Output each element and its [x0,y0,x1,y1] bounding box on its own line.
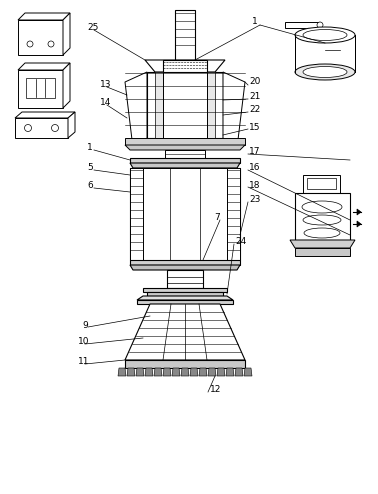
Polygon shape [125,138,245,145]
Polygon shape [207,72,215,138]
Polygon shape [15,112,75,118]
Polygon shape [190,368,198,376]
Text: 9: 9 [82,321,88,329]
Text: 14: 14 [100,98,112,108]
Polygon shape [145,60,225,72]
Polygon shape [125,360,245,368]
Text: 16: 16 [249,164,260,172]
Text: 1: 1 [252,17,258,27]
Polygon shape [181,368,189,376]
Polygon shape [226,368,234,376]
Ellipse shape [295,27,355,43]
Polygon shape [18,20,63,55]
Bar [26,78,55,98]
Bar [163,72,207,138]
Text: 18: 18 [249,180,260,190]
Polygon shape [130,168,240,260]
Ellipse shape [304,228,340,238]
Text: 10: 10 [78,337,90,346]
Text: 17: 17 [249,148,260,157]
Text: 13: 13 [100,81,112,89]
Polygon shape [130,265,240,270]
Polygon shape [199,368,207,376]
Polygon shape [125,304,245,360]
Ellipse shape [303,67,347,78]
Polygon shape [357,221,361,227]
Polygon shape [155,72,163,138]
Polygon shape [290,240,355,248]
Polygon shape [235,368,243,376]
Polygon shape [68,112,75,138]
Text: 11: 11 [78,358,90,367]
Polygon shape [295,248,350,256]
Text: 25: 25 [87,24,98,33]
Ellipse shape [27,41,33,47]
Polygon shape [137,296,233,300]
Polygon shape [118,368,126,376]
Polygon shape [303,175,340,193]
Ellipse shape [302,201,342,213]
Polygon shape [147,292,223,296]
Text: 7: 7 [214,213,220,222]
Polygon shape [125,145,245,150]
Ellipse shape [51,124,59,131]
Ellipse shape [317,22,323,28]
Polygon shape [244,368,252,376]
Polygon shape [143,168,227,260]
Polygon shape [15,118,68,138]
Polygon shape [18,63,70,70]
Ellipse shape [295,64,355,80]
Polygon shape [137,300,233,304]
Text: 21: 21 [249,92,260,101]
Polygon shape [18,70,63,108]
Ellipse shape [48,41,54,47]
Text: 1: 1 [87,143,93,153]
Polygon shape [165,150,205,158]
Ellipse shape [303,30,347,41]
Text: 5: 5 [87,164,93,172]
Bar [175,10,195,60]
Bar [163,60,207,78]
Polygon shape [295,35,355,72]
Text: 23: 23 [249,196,260,205]
Text: 20: 20 [249,78,260,86]
Text: 12: 12 [210,385,222,395]
Polygon shape [125,72,147,148]
Polygon shape [130,158,240,163]
Polygon shape [130,168,143,260]
Ellipse shape [303,215,341,225]
Polygon shape [63,13,70,55]
Text: 15: 15 [249,123,260,131]
Bar [167,270,203,288]
Text: 24: 24 [235,238,246,247]
Polygon shape [172,368,180,376]
Polygon shape [295,193,350,240]
Text: 6: 6 [87,181,93,191]
Polygon shape [285,22,320,28]
Polygon shape [63,63,70,108]
Polygon shape [217,368,225,376]
Polygon shape [163,368,171,376]
Bar [307,178,336,189]
Ellipse shape [25,124,31,131]
Polygon shape [357,209,361,215]
Polygon shape [130,260,240,265]
Polygon shape [227,168,240,260]
Polygon shape [18,13,70,20]
Polygon shape [145,368,153,376]
Polygon shape [208,368,216,376]
Text: 22: 22 [249,106,260,115]
Polygon shape [136,368,144,376]
Polygon shape [223,72,245,148]
Polygon shape [154,368,162,376]
Polygon shape [147,72,223,138]
Polygon shape [127,368,135,376]
Polygon shape [130,163,240,168]
Polygon shape [143,288,227,292]
